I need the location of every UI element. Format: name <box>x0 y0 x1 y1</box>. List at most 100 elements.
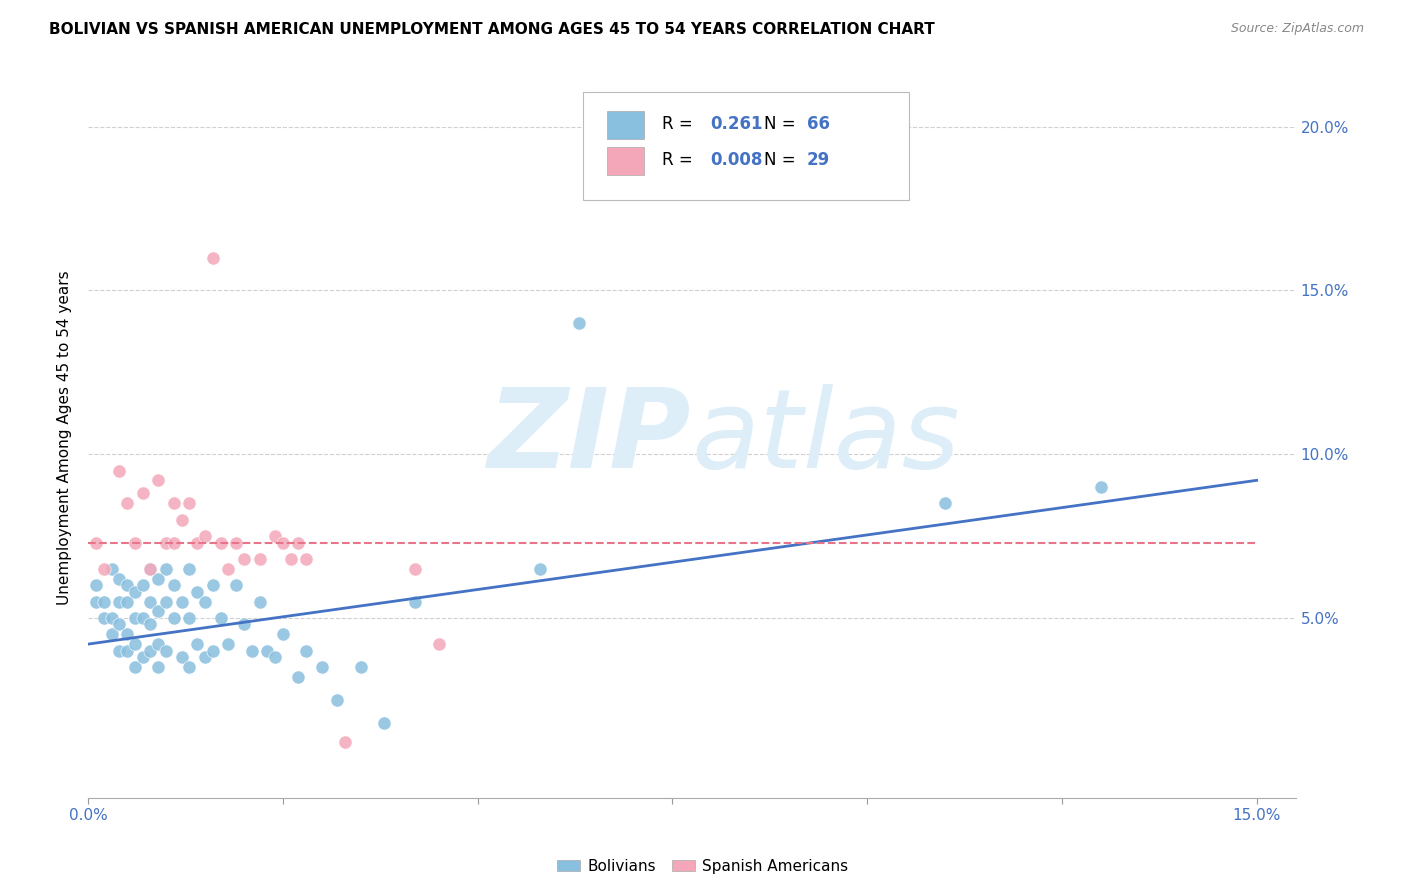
Point <box>209 611 232 625</box>
Point <box>271 627 294 641</box>
Point <box>93 562 115 576</box>
Point <box>108 643 131 657</box>
Point <box>194 594 217 608</box>
Text: ZIP: ZIP <box>488 384 692 491</box>
Point <box>350 660 373 674</box>
Point <box>249 594 271 608</box>
Point <box>124 584 146 599</box>
Text: 0.261: 0.261 <box>710 114 762 133</box>
Point <box>155 643 177 657</box>
Point <box>201 643 224 657</box>
Point <box>139 594 162 608</box>
Point <box>287 535 309 549</box>
Point <box>404 594 426 608</box>
Text: Source: ZipAtlas.com: Source: ZipAtlas.com <box>1230 22 1364 36</box>
Point <box>155 562 177 576</box>
Text: 0.008: 0.008 <box>710 152 762 169</box>
Point <box>179 611 201 625</box>
Point <box>131 578 153 592</box>
Point <box>115 496 138 510</box>
Point <box>568 316 591 330</box>
Point <box>115 643 138 657</box>
Point <box>139 562 162 576</box>
Point <box>148 660 170 674</box>
Point <box>287 670 309 684</box>
Point <box>163 578 186 592</box>
Point <box>326 693 349 707</box>
Point <box>139 643 162 657</box>
Point <box>186 637 208 651</box>
Point <box>115 578 138 592</box>
Point <box>194 650 217 665</box>
Point <box>115 594 138 608</box>
Point <box>209 535 232 549</box>
Text: 29: 29 <box>807 152 830 169</box>
Point <box>240 643 263 657</box>
Point <box>124 660 146 674</box>
Point <box>139 562 162 576</box>
Point <box>84 535 107 549</box>
Point <box>179 660 201 674</box>
Point <box>529 562 551 576</box>
Point <box>139 617 162 632</box>
Point <box>170 650 193 665</box>
Point <box>186 584 208 599</box>
Point <box>280 552 302 566</box>
Point <box>201 251 224 265</box>
FancyBboxPatch shape <box>607 112 644 138</box>
Point <box>108 617 131 632</box>
Point <box>186 535 208 549</box>
Point <box>404 562 426 576</box>
Point <box>108 594 131 608</box>
FancyBboxPatch shape <box>583 92 910 200</box>
Text: R =: R = <box>662 114 697 133</box>
Point <box>311 660 333 674</box>
Point <box>148 637 170 651</box>
Point <box>256 643 278 657</box>
Point <box>131 486 153 500</box>
Point <box>108 572 131 586</box>
Point <box>93 611 115 625</box>
Point <box>217 637 239 651</box>
Text: BOLIVIAN VS SPANISH AMERICAN UNEMPLOYMENT AMONG AGES 45 TO 54 YEARS CORRELATION : BOLIVIAN VS SPANISH AMERICAN UNEMPLOYMEN… <box>49 22 935 37</box>
Point <box>295 552 318 566</box>
Point <box>115 627 138 641</box>
Point <box>271 535 294 549</box>
Point <box>155 535 177 549</box>
Point <box>335 735 357 749</box>
Point <box>163 496 186 510</box>
Point <box>249 552 271 566</box>
Point <box>84 578 107 592</box>
Point <box>225 535 247 549</box>
Point <box>295 643 318 657</box>
Text: R =: R = <box>662 152 697 169</box>
Point <box>84 594 107 608</box>
Point <box>131 650 153 665</box>
Point <box>155 594 177 608</box>
Text: N =: N = <box>765 152 801 169</box>
Point <box>148 572 170 586</box>
Point <box>264 529 287 543</box>
FancyBboxPatch shape <box>607 147 644 175</box>
Point <box>148 604 170 618</box>
Text: 66: 66 <box>807 114 830 133</box>
Point <box>163 611 186 625</box>
Point <box>148 473 170 487</box>
Point <box>201 578 224 592</box>
Point <box>225 578 247 592</box>
Point <box>233 617 256 632</box>
Point <box>194 529 217 543</box>
Point <box>233 552 256 566</box>
Y-axis label: Unemployment Among Ages 45 to 54 years: Unemployment Among Ages 45 to 54 years <box>58 270 72 605</box>
Point <box>264 650 287 665</box>
Point <box>170 513 193 527</box>
Text: N =: N = <box>765 114 801 133</box>
Text: atlas: atlas <box>692 384 960 491</box>
Point <box>124 611 146 625</box>
Point <box>163 535 186 549</box>
Point <box>179 496 201 510</box>
Point <box>93 594 115 608</box>
Point <box>124 637 146 651</box>
Point <box>100 562 122 576</box>
Point <box>1090 480 1112 494</box>
